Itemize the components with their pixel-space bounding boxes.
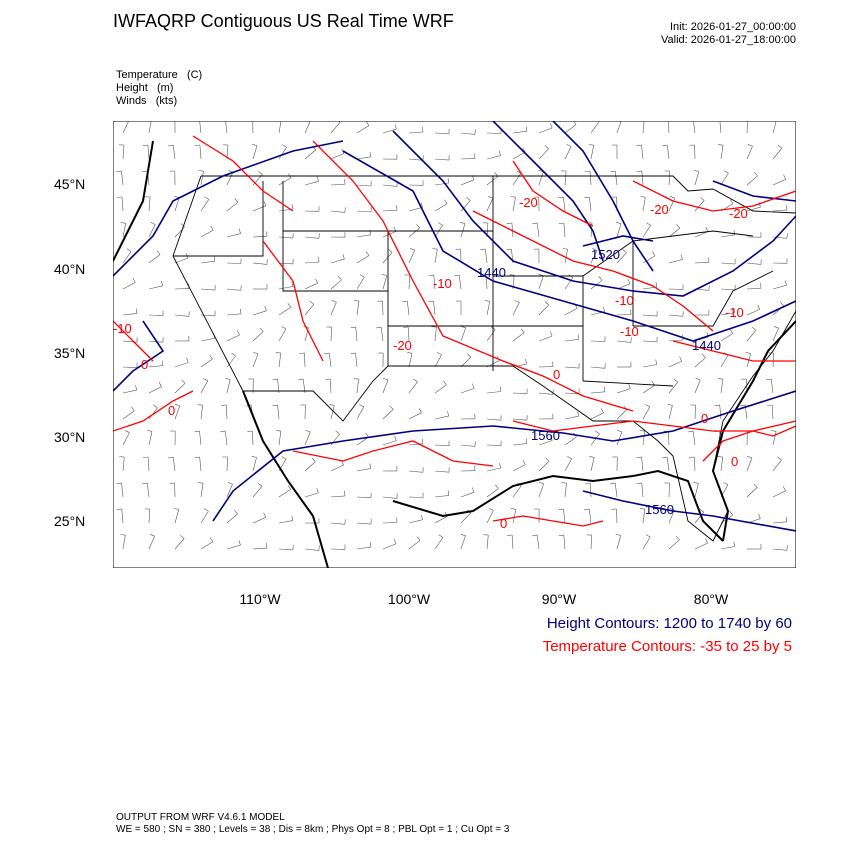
- temp-label: 0: [701, 411, 708, 426]
- height-label: 1520: [591, 247, 620, 262]
- weather-map: 1440 1520 1440 1560 1560 -20 -20 -20 -10…: [113, 121, 796, 568]
- lon-label: 80°W: [693, 591, 729, 607]
- field-height: Height (m): [116, 82, 174, 94]
- temp-label: -20: [729, 206, 748, 221]
- temp-label: -10: [433, 276, 452, 291]
- lat-label: 25°N: [54, 513, 86, 529]
- temp-label: 0: [168, 403, 175, 418]
- temperature-contours: [113, 135, 796, 527]
- map-title: IWFAQRP Contiguous US Real Time WRF: [113, 11, 454, 31]
- temp-label: 0: [553, 367, 560, 382]
- temp-label: -10: [725, 305, 744, 320]
- temp-label: -10: [620, 324, 639, 339]
- temperature-labels: -20 -20 -20 -10 -10 -10 -10 -20 0 0 0 0 …: [113, 195, 748, 531]
- temp-label: -10: [615, 293, 634, 308]
- model-footer: OUTPUT FROM WRF V4.6.1 MODEL: [116, 812, 285, 823]
- height-label: 1440: [477, 265, 506, 280]
- lat-label: 40°N: [54, 261, 86, 277]
- temp-label: 0: [141, 357, 148, 372]
- lat-label: 45°N: [54, 176, 86, 192]
- lon-label: 90°W: [541, 591, 577, 607]
- temp-label: 0: [731, 454, 738, 469]
- temperature-contours-note: Temperature Contours: -35 to 25 by 5: [542, 638, 792, 655]
- field-winds: Winds (kts): [116, 95, 178, 107]
- height-labels: 1440 1520 1440 1560 1560: [477, 247, 721, 517]
- lat-label: 30°N: [54, 429, 86, 445]
- lon-label: 100°W: [387, 591, 431, 607]
- temp-label: -20: [519, 195, 538, 210]
- temp-label: 0: [500, 516, 507, 531]
- lat-label: 35°N: [54, 345, 86, 361]
- init-time: Init: 2026-01-27_00:00:00: [670, 21, 796, 33]
- height-contours-note: Height Contours: 1200 to 1740 by 60: [546, 615, 792, 632]
- lon-label: 110°W: [239, 591, 281, 607]
- field-temperature: Temperature (C): [116, 69, 203, 81]
- temp-label: -10: [113, 321, 132, 336]
- height-contours: [113, 121, 796, 532]
- temp-label: -20: [393, 338, 412, 353]
- state-borders: [172, 175, 796, 542]
- model-config-footer: WE = 580 ; SN = 380 ; Levels = 38 ; Dis …: [116, 824, 510, 835]
- wind-barbs: [116, 121, 788, 551]
- valid-time: Valid: 2026-01-27_18:00:00: [661, 34, 796, 46]
- height-label: 1560: [531, 428, 560, 443]
- height-label: 1440: [692, 338, 721, 353]
- temp-label: -20: [650, 202, 669, 217]
- height-label: 1560: [645, 502, 674, 517]
